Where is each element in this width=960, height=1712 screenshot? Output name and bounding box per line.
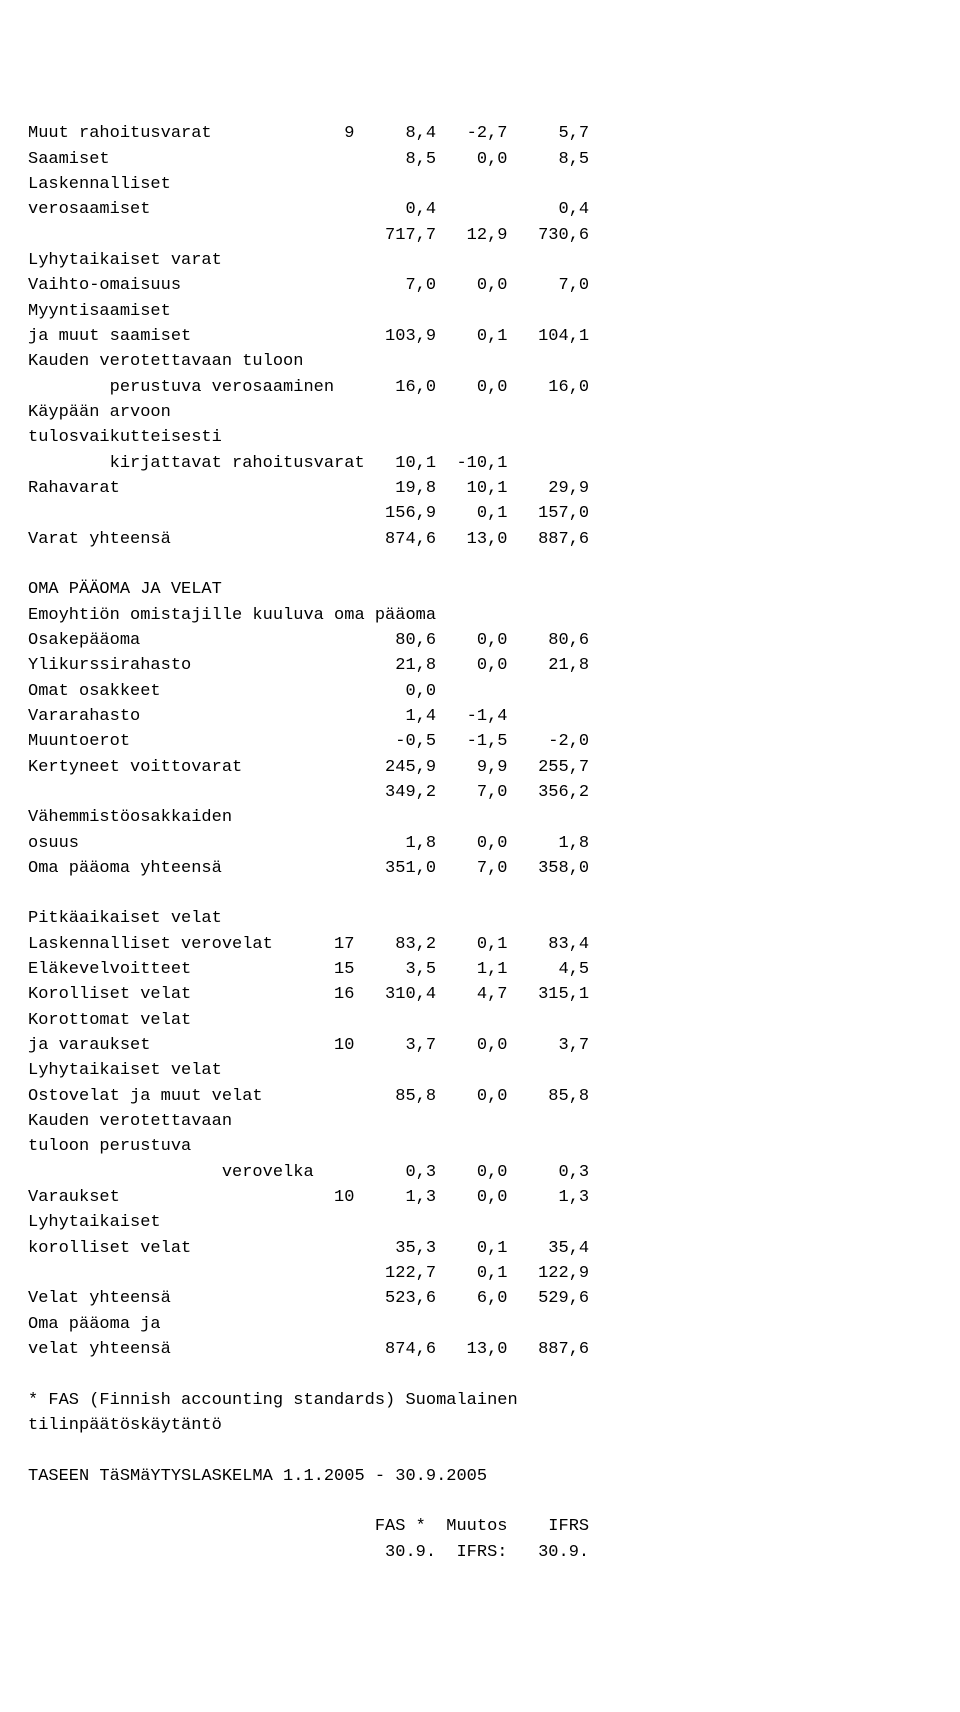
- financial-statement: Muut rahoitusvarat 9 8,4 -2,7 5,7 Saamis…: [28, 121, 932, 1565]
